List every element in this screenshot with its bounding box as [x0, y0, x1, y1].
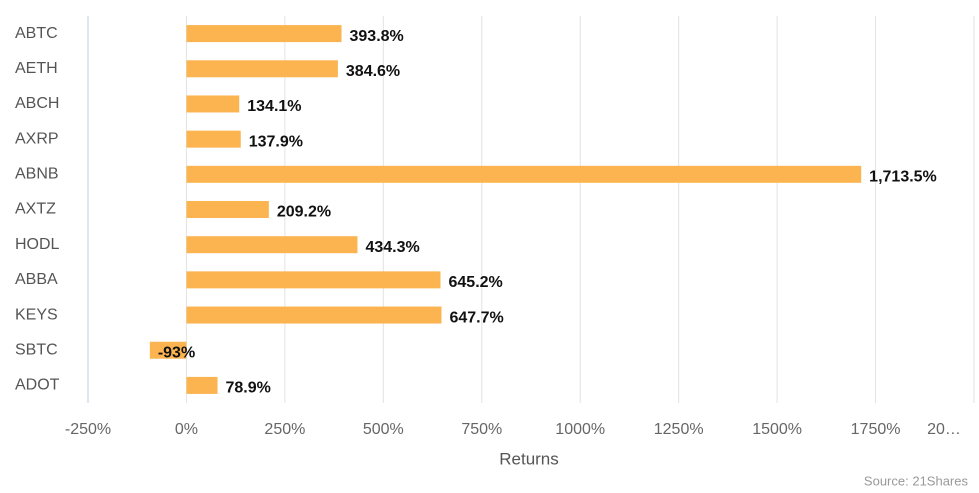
y-tick-label: ABCH [15, 95, 59, 112]
source: Source: 21Shares [864, 473, 969, 488]
y-tick-label: ABTC [15, 25, 58, 42]
x-tick-label: 1250% [654, 421, 704, 438]
bar [186, 95, 240, 113]
value-label: 393.8% [350, 28, 404, 45]
y-tick-label: ADOT [15, 377, 60, 394]
bar [186, 236, 358, 254]
x-tick-label: 1500% [752, 421, 802, 438]
bar [186, 25, 342, 43]
bar [186, 271, 441, 289]
y-tick-label: KEYS [15, 306, 58, 323]
x-tick-label: 500% [363, 421, 404, 438]
x-tick-label: 20… [927, 421, 961, 438]
bar [186, 60, 338, 78]
bar [186, 165, 862, 183]
value-label: 434.3% [365, 239, 419, 256]
bar [149, 341, 187, 359]
bar [186, 130, 241, 148]
bar [186, 306, 442, 324]
y-tick-label: ABNB [15, 166, 59, 183]
y-tick-label: AXTZ [15, 201, 56, 218]
x-tick-label: 1750% [851, 421, 901, 438]
value-label: 134.1% [247, 98, 301, 115]
value-label: 78.9% [226, 380, 271, 397]
x-tick-label: 1000% [555, 421, 605, 438]
x-tick-label: 750% [461, 421, 502, 438]
bar [186, 201, 269, 218]
x-axis-label: Returns [499, 449, 559, 468]
y-tick-label: HODL [15, 236, 60, 253]
value-label: 645.2% [449, 274, 503, 291]
value-label: 647.7% [449, 309, 503, 326]
value-label: 137.9% [249, 133, 303, 150]
value-label: 209.2% [277, 204, 331, 221]
x-tick-label: 0% [175, 421, 198, 438]
y-tick-label: AETH [15, 60, 58, 77]
x-tick-label: -250% [65, 421, 111, 438]
y-tick-label: AXRP [15, 130, 59, 147]
value-label: 384.6% [346, 63, 400, 80]
x-tick-label: 250% [264, 421, 305, 438]
y-tick-label: SBTC [15, 341, 58, 358]
bar [186, 376, 218, 394]
value-label: 1,713.5% [869, 169, 937, 186]
value-label: -93% [158, 344, 195, 361]
y-tick-label: ABBA [15, 271, 58, 288]
